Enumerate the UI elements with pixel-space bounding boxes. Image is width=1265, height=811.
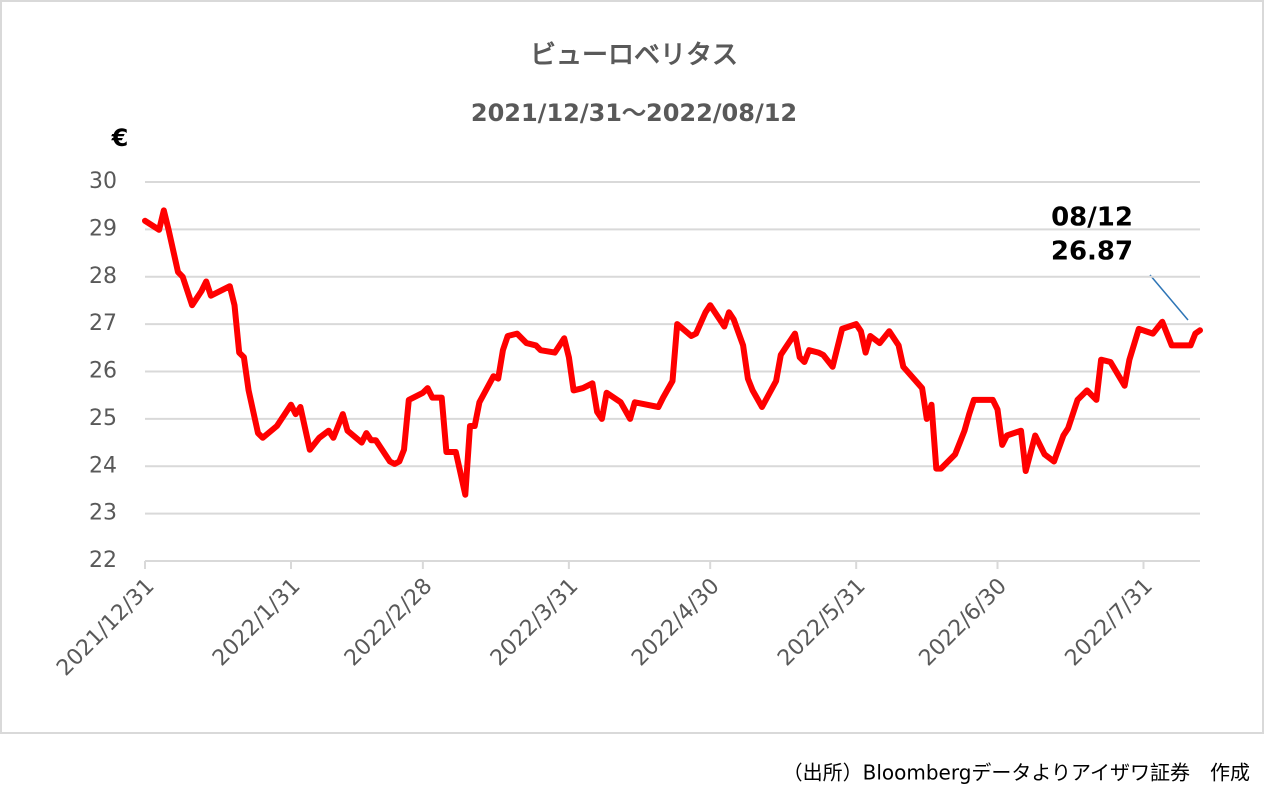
y-tick-label: 24 [89,453,117,478]
annotation: 08/12 [1051,203,1133,233]
y-tick-label: 28 [89,264,117,289]
y-tick-label: 25 [89,406,117,431]
source-note: （出所）Bloombergデータよりアイザワ証券 作成 [783,761,1250,785]
y-tick-label: 23 [89,501,117,526]
y-tick-label: 29 [89,216,117,241]
chart-subtitle: 2021/12/31～2022/08/12 [471,99,797,127]
y-tick-label: 26 [89,359,117,384]
y-axis-label: € [111,124,129,152]
data-line [142,207,1203,498]
y-tick-label: 22 [89,548,117,573]
y-tick-label: 30 [89,169,117,194]
annotation: 26.87 [1051,237,1133,267]
y-tick-label: 27 [89,311,117,336]
chart-frame [0,0,1264,734]
chart-title: ビューロベリタス [530,41,738,71]
annotation-leader [1149,274,1189,321]
